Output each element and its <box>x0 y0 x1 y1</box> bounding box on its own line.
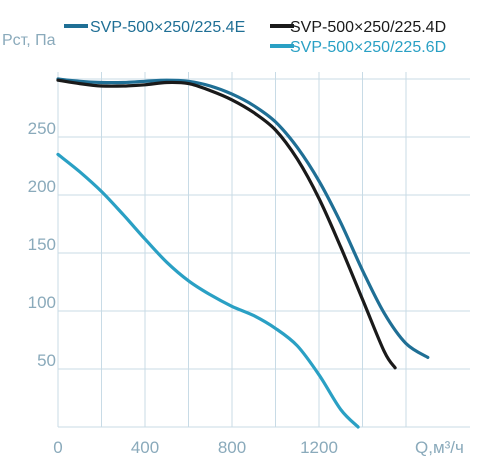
x-axis-label: Q,м³/ч <box>415 438 464 457</box>
x-tick-label: 400 <box>131 438 159 457</box>
series-line-1 <box>56 77 430 359</box>
legend-label: SVP-500×250/225.6D <box>290 39 446 56</box>
series-lines <box>56 77 430 429</box>
x-tick-label: 800 <box>218 438 246 457</box>
grid <box>57 72 470 428</box>
series-line-3 <box>56 152 360 429</box>
y-tick-label: 100 <box>28 293 56 312</box>
y-tick-label: 150 <box>28 235 56 254</box>
tick-labels: 0 400 800 1200 50 100 150 200 250 <box>28 119 338 457</box>
y-tick-label: 250 <box>28 119 56 138</box>
legend-label: SVP-500×250/225.4D <box>290 19 446 36</box>
y-tick-label: 50 <box>37 351 56 370</box>
x-tick-label: 0 <box>53 438 62 457</box>
series-line-2 <box>56 78 397 370</box>
legend: SVP-500×250/225.4E SVP-500×250/225.4D SVP-… <box>64 19 446 56</box>
y-axis-label: Pст, Па <box>2 32 56 49</box>
legend-label: SVP-500×250/225.4E <box>90 19 245 36</box>
x-tick-label: 1200 <box>300 438 338 457</box>
y-tick-label: 200 <box>28 177 56 196</box>
